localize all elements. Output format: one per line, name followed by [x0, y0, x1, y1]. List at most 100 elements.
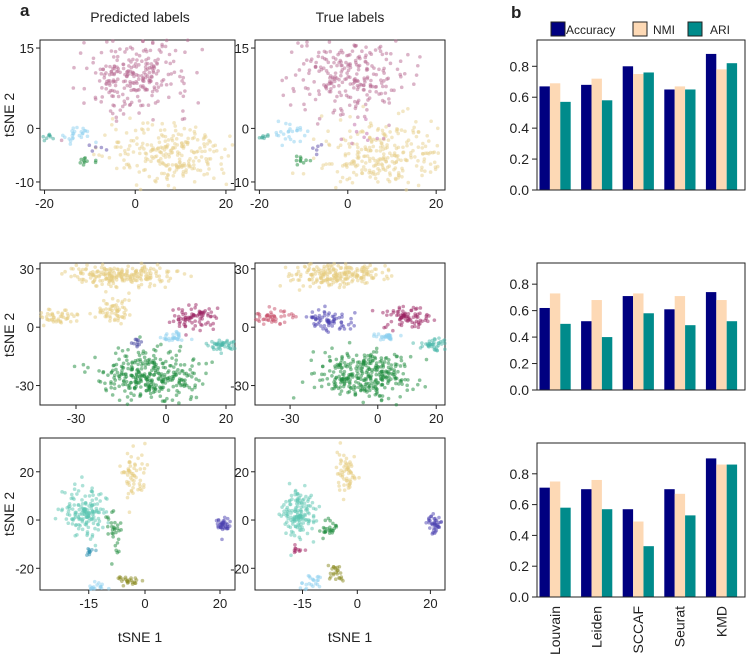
- scatter-point: [409, 155, 413, 160]
- scatter-point: [382, 360, 387, 364]
- scatter-point: [157, 371, 161, 376]
- scatter-point: [294, 154, 299, 159]
- scatter-point: [107, 307, 112, 311]
- scatter-point: [364, 53, 368, 58]
- scatter-point: [157, 140, 162, 145]
- scatter-point: [327, 311, 331, 315]
- scatter-point: [365, 107, 369, 112]
- scatter-point: [392, 352, 397, 357]
- scatter-point: [134, 52, 139, 56]
- scatter-point: [172, 314, 177, 318]
- scatter-point: [184, 168, 188, 172]
- scatter-point: [128, 45, 133, 50]
- scatter-point: [392, 143, 397, 148]
- scatter-point: [380, 270, 385, 275]
- scatter-point: [120, 305, 125, 309]
- scatter-point: [82, 507, 86, 511]
- scatter-point: [176, 307, 181, 311]
- scatter-point: [354, 173, 359, 177]
- scatter-point: [166, 162, 171, 167]
- scatter-point: [160, 160, 164, 165]
- scatter-point: [147, 174, 152, 179]
- scatter-point: [67, 137, 72, 141]
- scatter-point: [99, 145, 104, 150]
- scatter-point: [104, 388, 109, 393]
- scatter-point: [70, 129, 74, 133]
- scatter-point: [362, 353, 367, 358]
- scatter-point: [142, 483, 146, 487]
- scatter-point: [72, 364, 77, 369]
- scatter-point: [122, 158, 126, 162]
- scatter-point: [127, 291, 131, 295]
- scatter-point: [118, 152, 123, 157]
- bar-ari-kmd: [726, 63, 738, 190]
- scatter-point: [204, 371, 208, 376]
- scatter-point: [125, 395, 130, 399]
- scatter-point: [432, 526, 436, 530]
- scatter-point: [93, 543, 98, 548]
- scatter-point: [121, 79, 126, 84]
- scatter-point: [56, 310, 60, 315]
- scatter-point: [163, 285, 168, 290]
- scatter-point: [288, 278, 293, 283]
- scatter-point: [385, 165, 390, 170]
- scatter-point: [369, 170, 373, 175]
- scatter-point: [97, 369, 101, 373]
- scatter-point: [433, 348, 437, 352]
- scatter-point: [136, 487, 140, 492]
- scatter-point: [116, 299, 120, 303]
- scatter-point: [44, 136, 49, 140]
- scatter-point: [265, 313, 270, 317]
- scatter-point: [81, 362, 86, 367]
- scatter-point: [171, 319, 176, 324]
- scatter-point: [183, 50, 187, 55]
- scatter-point: [171, 146, 175, 150]
- scatter-point: [300, 581, 304, 585]
- scatter-point: [198, 328, 202, 333]
- scatter-point: [387, 97, 391, 101]
- scatter-point: [127, 298, 131, 303]
- scatter-point: [352, 86, 356, 90]
- scatter-point: [297, 68, 302, 72]
- scatter-point: [152, 283, 157, 288]
- scatter-point: [126, 491, 131, 496]
- scatter-point: [362, 274, 366, 279]
- scatter-point: [189, 149, 194, 153]
- scatter-point: [387, 333, 392, 337]
- scatter-point: [424, 357, 429, 362]
- scatter-point: [95, 502, 100, 506]
- scatter-point: [105, 40, 109, 44]
- scatter-point: [378, 138, 382, 142]
- scatter-point: [225, 339, 229, 344]
- scatter-point: [164, 359, 168, 364]
- scatter-point: [117, 549, 121, 554]
- scatter-point: [367, 394, 372, 399]
- scatter-point: [117, 270, 121, 274]
- scatter-point: [399, 128, 404, 132]
- y-tick-label: 0.0: [510, 382, 530, 398]
- scatter-point: [321, 326, 325, 331]
- scatter-point: [140, 462, 144, 466]
- scatter-point: [296, 265, 300, 270]
- y-tick-label: -20: [230, 561, 249, 576]
- scatter-point: [355, 278, 360, 283]
- scatter-point: [280, 78, 284, 83]
- scatter-point: [298, 493, 303, 498]
- col-title-true: True labels: [316, 9, 385, 25]
- scatter-point: [99, 492, 103, 496]
- scatter-point: [190, 371, 195, 375]
- scatter-point: [223, 147, 227, 152]
- scatter-point: [316, 89, 321, 93]
- scatter-point: [119, 321, 123, 326]
- scatter-point: [373, 85, 378, 89]
- scatter-point: [340, 175, 345, 180]
- scatter-point: [102, 75, 107, 80]
- scatter-point: [100, 278, 105, 283]
- scatter-point: [101, 67, 105, 72]
- scatter-point: [118, 47, 122, 51]
- scatter-point: [122, 379, 126, 384]
- scatter-point: [362, 135, 366, 140]
- scatter-point: [68, 142, 73, 146]
- scatter-point: [396, 111, 401, 116]
- scatter-point: [363, 161, 368, 165]
